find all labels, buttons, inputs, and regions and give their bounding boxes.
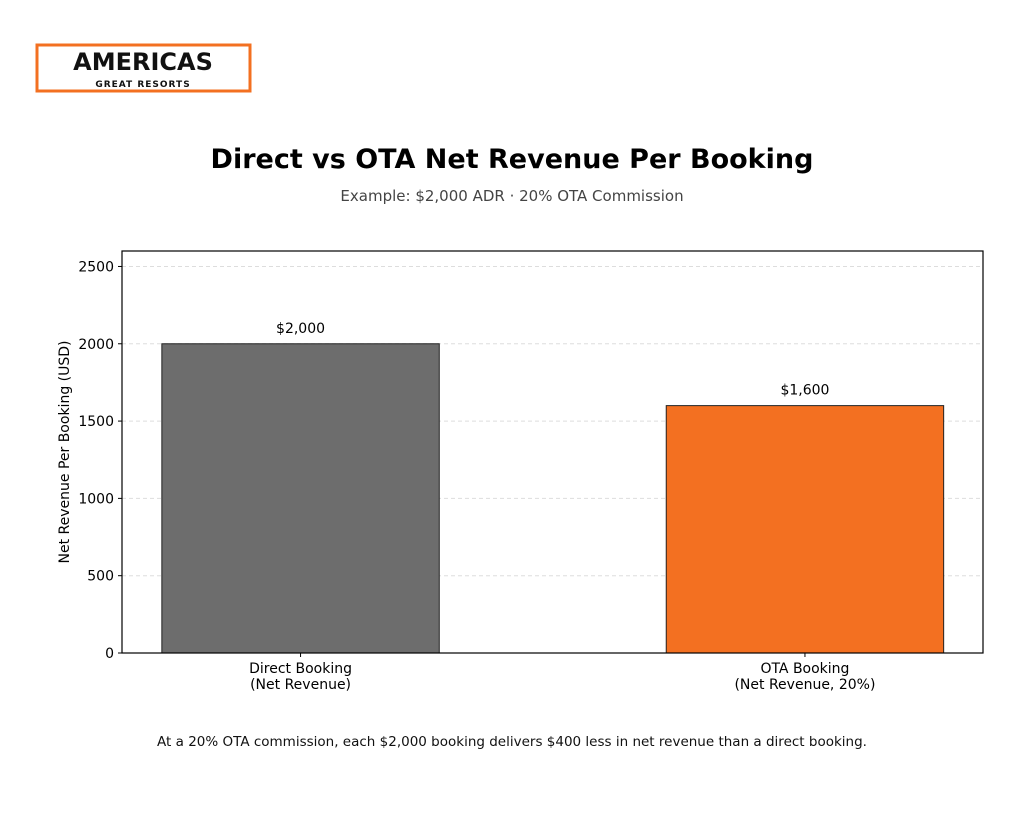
x-tick-label: Direct Booking	[249, 661, 352, 677]
y-tick-label: 1000	[78, 491, 114, 507]
logo-frame	[35, 43, 252, 93]
y-tick-label: 2000	[78, 337, 114, 353]
bar	[665, 405, 945, 654]
x-tick-label: OTA Booking	[760, 661, 849, 677]
y-tick-label: 2500	[78, 259, 114, 275]
y-tick-label: 500	[87, 569, 114, 585]
logo: AMERICAS GREAT RESORTS	[35, 43, 252, 93]
y-tick-label: 0	[105, 646, 114, 662]
footnote: At a 20% OTA commission, each $2,000 boo…	[157, 734, 867, 750]
bar	[161, 343, 440, 654]
data-label: $2,000	[276, 321, 325, 337]
x-tick-label: (Net Revenue, 20%)	[734, 677, 875, 693]
y-tick-label: 1500	[78, 414, 114, 430]
chart-title: Direct vs OTA Net Revenue Per Booking	[211, 144, 814, 175]
logo-sub: GREAT RESORTS	[95, 80, 190, 90]
chart-subtitle: Example: $2,000 ADR · 20% OTA Commission	[340, 187, 683, 205]
data-label: $1,600	[780, 383, 829, 399]
x-tick-label: (Net Revenue)	[250, 677, 351, 693]
y-axis-label: Net Revenue Per Booking (USD)	[57, 341, 73, 564]
logo-main: AMERICAS	[73, 48, 213, 76]
plot-frame	[121, 250, 984, 654]
